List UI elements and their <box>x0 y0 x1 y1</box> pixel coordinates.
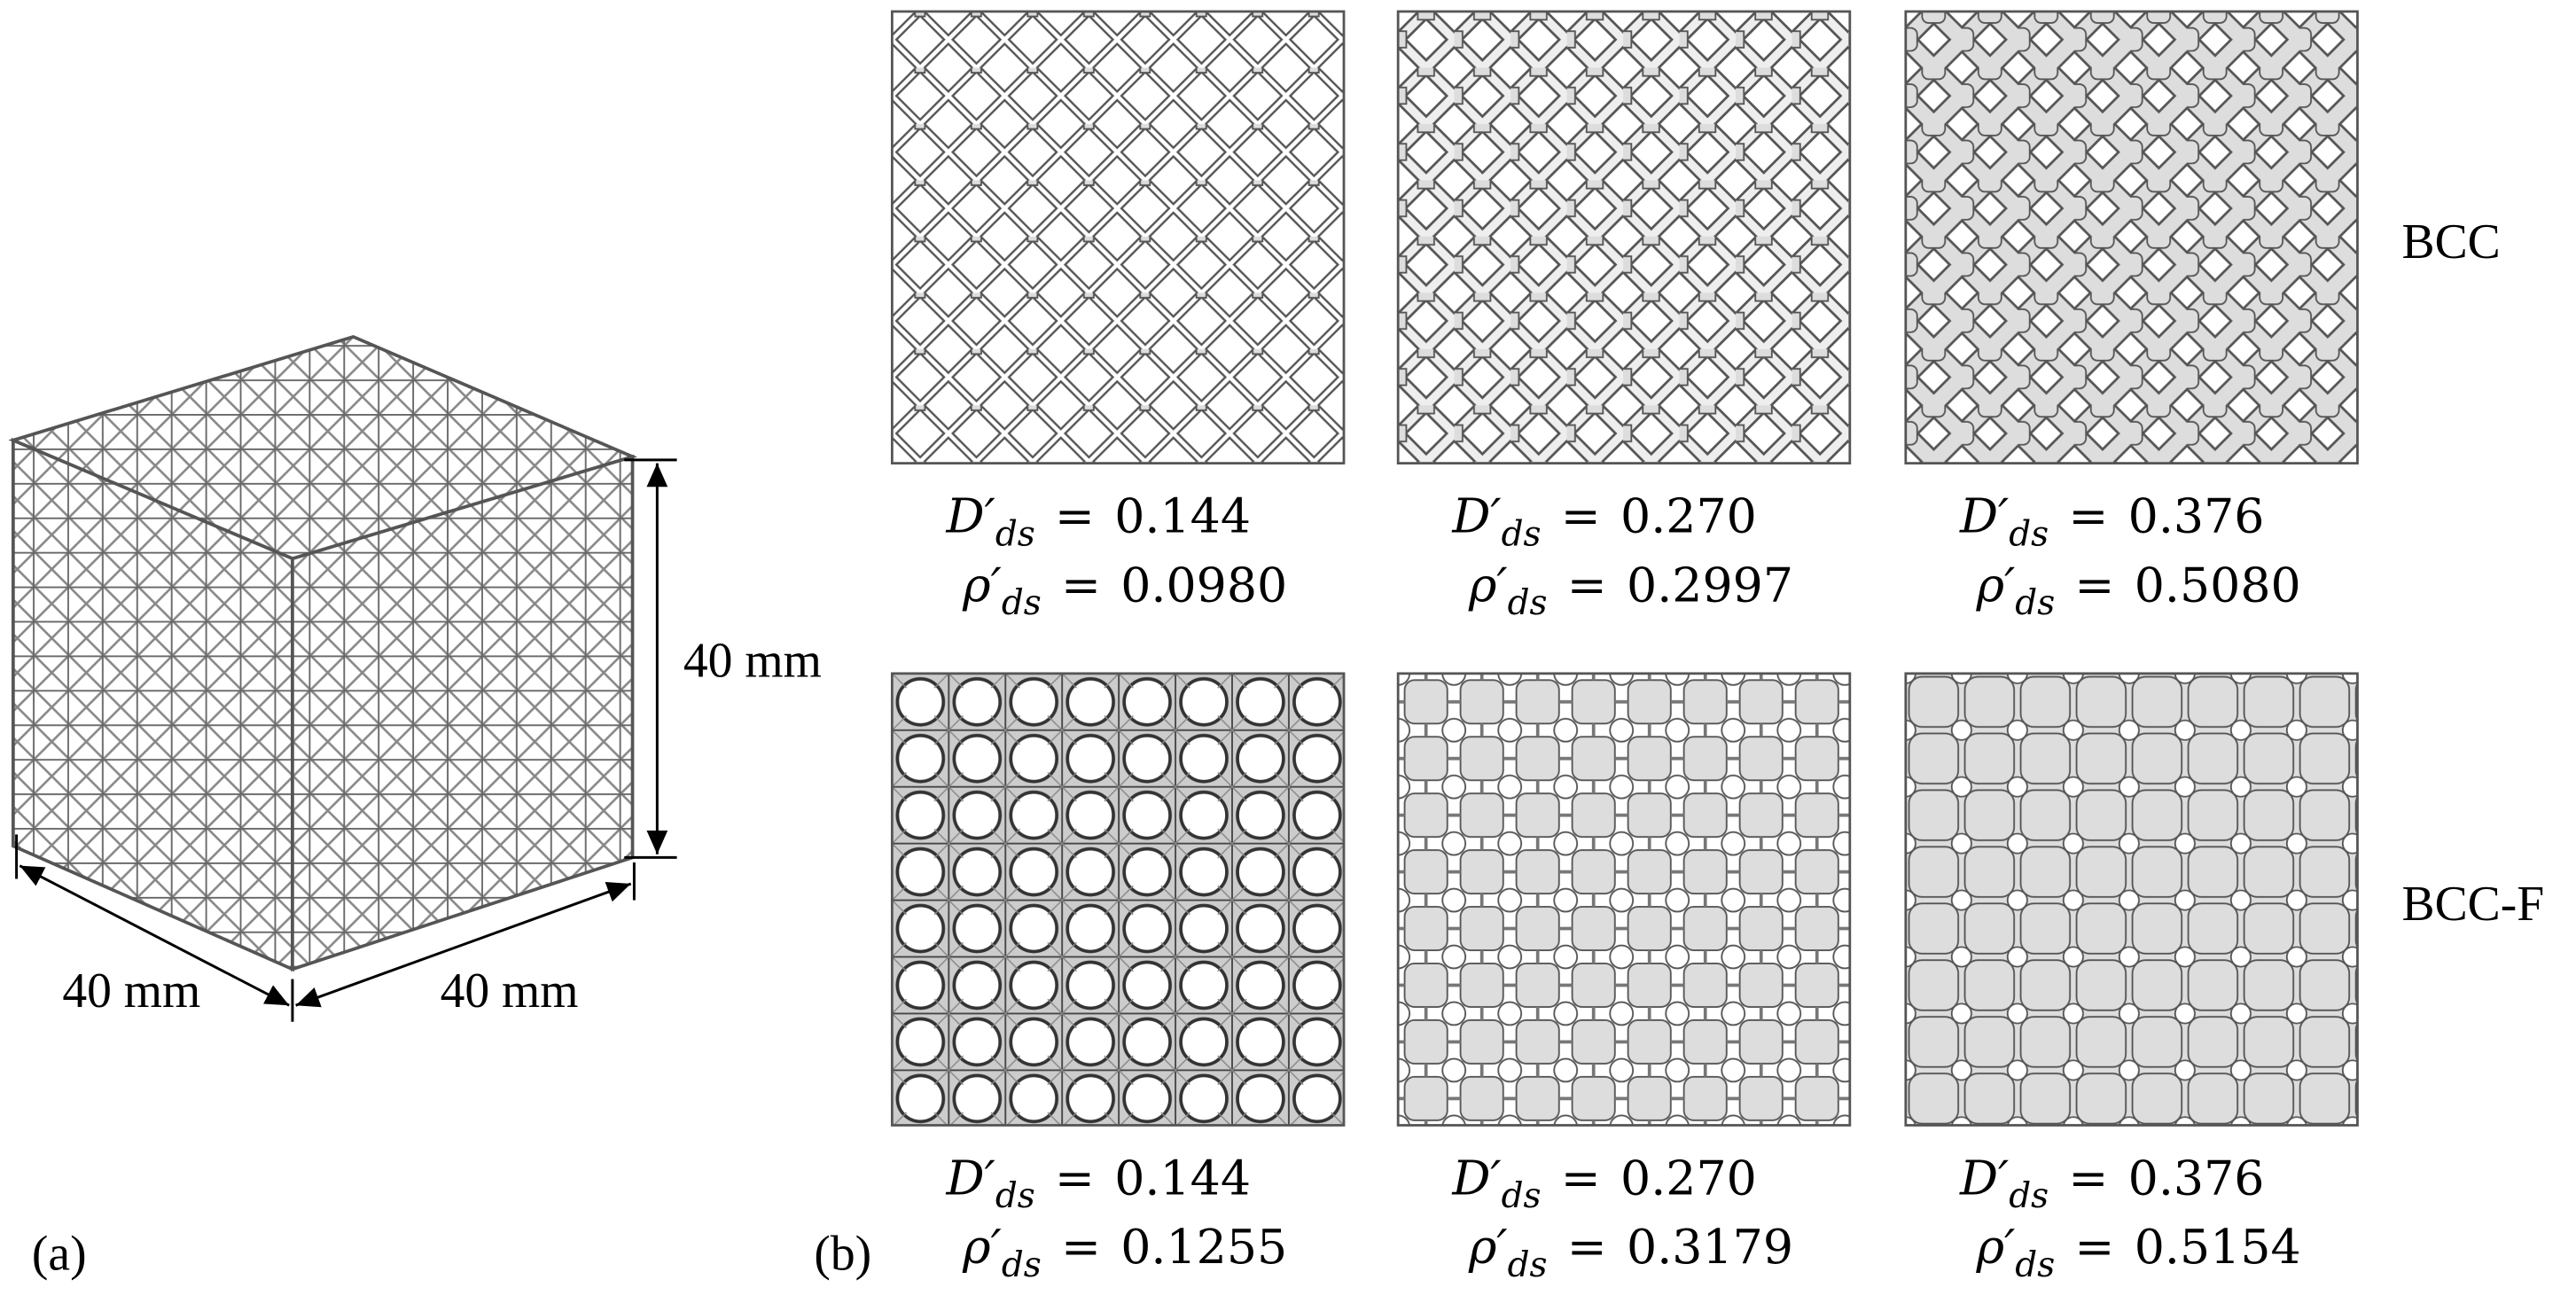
equals: = <box>1055 1150 1095 1205</box>
equals: = <box>2068 488 2108 543</box>
equation: D′ds = 0.376 <box>1959 488 2265 554</box>
subscript: ds <box>2009 1176 2049 1216</box>
row-label: BCC <box>2402 215 2501 269</box>
equals: = <box>1567 1219 1607 1275</box>
symbol: ρ′ <box>1976 1219 2016 1275</box>
equals: = <box>1561 1150 1601 1205</box>
equation: ρ′ds = 0.3179 <box>1468 1219 1793 1285</box>
row-label: BCC-F <box>2402 877 2545 932</box>
subscript: ds <box>2015 583 2055 623</box>
equation: D′ds = 0.144 <box>946 1150 1252 1216</box>
equation: D′ds = 0.144 <box>946 488 1252 554</box>
symbol: ρ′ <box>962 1219 1002 1275</box>
value: 0.2997 <box>1627 557 1793 612</box>
lattice-face <box>1904 672 2359 1127</box>
lattice-view <box>1904 672 2359 1127</box>
symbol: D′ <box>1451 1150 1501 1205</box>
symbol: D′ <box>946 1150 995 1205</box>
lattice-view <box>1904 10 2359 465</box>
lattice-face <box>1396 10 1852 465</box>
value: 0.3179 <box>1627 1219 1793 1275</box>
subscript: ds <box>1508 1245 1548 1285</box>
equation: D′ds = 0.270 <box>1451 1150 1757 1216</box>
symbol: ρ′ <box>1976 557 2016 612</box>
equals: = <box>1561 488 1601 543</box>
value: 0.5154 <box>2135 1219 2301 1275</box>
lattice-view <box>1396 10 1852 465</box>
subscript: ds <box>2009 514 2049 554</box>
panel-label: (b) <box>814 1227 871 1282</box>
equals: = <box>1061 557 1101 612</box>
lattice-face <box>1396 672 1852 1127</box>
equation: D′ds = 0.270 <box>1451 488 1757 554</box>
subscript: ds <box>1502 514 1542 554</box>
lattice-face <box>890 10 1346 465</box>
equation: ρ′ds = 0.5154 <box>1976 1219 2301 1285</box>
value: 0.376 <box>2128 1150 2265 1205</box>
equals: = <box>2074 557 2114 612</box>
equation: ρ′ds = 0.5080 <box>1976 557 2301 623</box>
value: 0.0980 <box>1120 557 1287 612</box>
lattice-view <box>890 672 1346 1127</box>
equation: ρ′ds = 0.0980 <box>962 557 1287 623</box>
symbol: D′ <box>1959 1150 2009 1205</box>
subscript: ds <box>995 514 1035 554</box>
subscript: ds <box>1002 1245 1042 1285</box>
subscript: ds <box>1502 1176 1542 1216</box>
dimension-lines <box>15 458 677 1022</box>
dimension-label: 40 mm <box>441 964 579 1018</box>
symbol: ρ′ <box>1468 557 1508 612</box>
symbol: ρ′ <box>962 557 1002 612</box>
symbol: D′ <box>1959 488 2009 543</box>
dimension-label: 40 mm <box>62 964 200 1018</box>
symbol: D′ <box>1451 488 1501 543</box>
equation: ρ′ds = 0.2997 <box>1468 557 1793 623</box>
value: 0.270 <box>1620 488 1757 543</box>
lattice-view <box>890 10 1346 465</box>
symbol: ρ′ <box>1468 1219 1508 1275</box>
lattice-face <box>1904 10 2359 465</box>
equals: = <box>1567 557 1607 612</box>
symbol: D′ <box>946 488 995 543</box>
subscript: ds <box>1002 583 1042 623</box>
equals: = <box>1061 1219 1101 1275</box>
subscript: ds <box>2015 1245 2055 1285</box>
equals: = <box>2074 1219 2114 1275</box>
subscript: ds <box>995 1176 1035 1216</box>
equation: D′ds = 0.376 <box>1959 1150 2265 1216</box>
lattice-face <box>890 672 1346 1127</box>
subscript: ds <box>1508 583 1548 623</box>
value: 0.5080 <box>2135 557 2301 612</box>
lattice-view <box>1396 672 1852 1127</box>
lattice-cube <box>8 334 637 972</box>
value: 0.270 <box>1620 1150 1757 1205</box>
dimension-label: 40 mm <box>683 634 822 689</box>
equation: ρ′ds = 0.1255 <box>962 1219 1287 1285</box>
panel-label: (a) <box>32 1227 87 1282</box>
equals: = <box>2068 1150 2108 1205</box>
equals: = <box>1055 488 1095 543</box>
value: 0.144 <box>1114 488 1251 543</box>
value: 0.144 <box>1114 1150 1251 1205</box>
value: 0.376 <box>2128 488 2265 543</box>
value: 0.1255 <box>1120 1219 1287 1275</box>
